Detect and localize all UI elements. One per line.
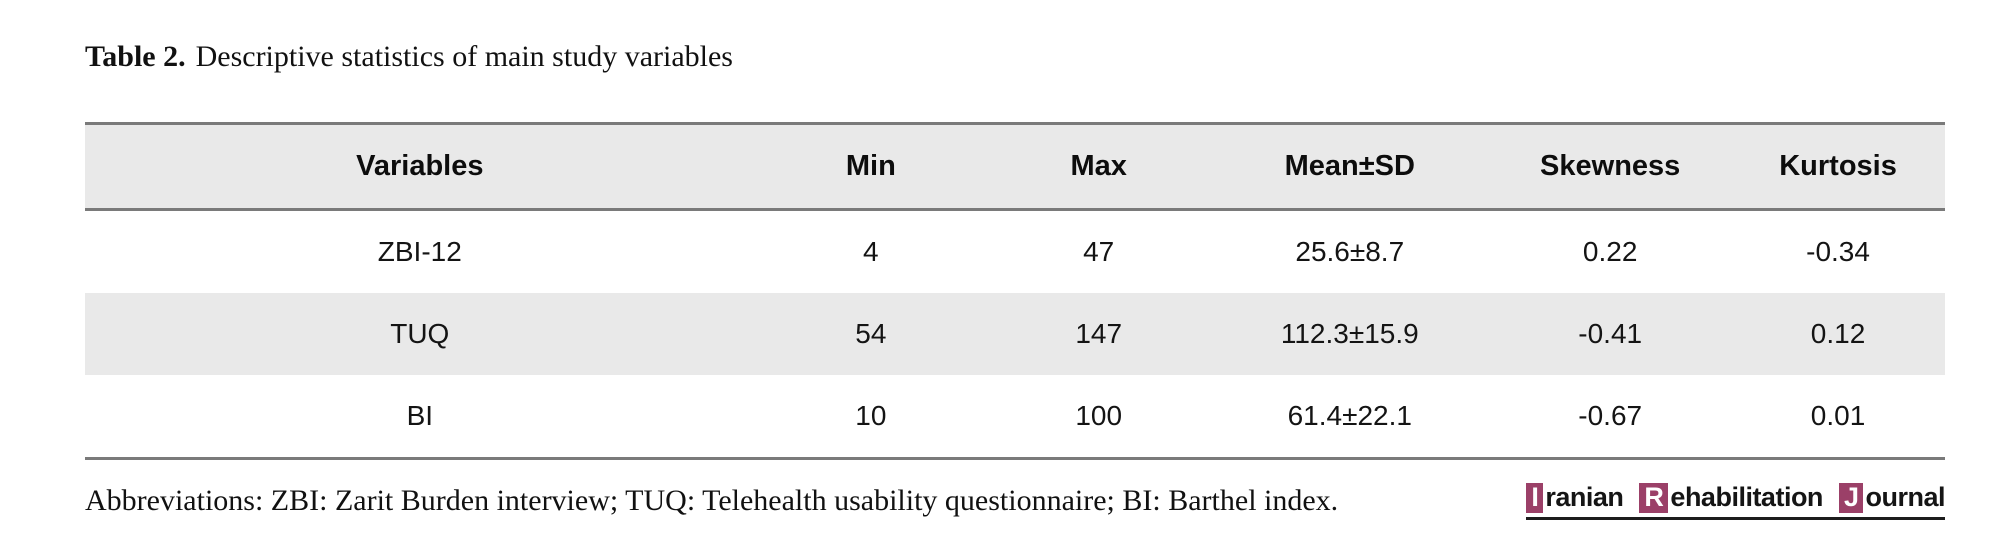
table-caption-text: Descriptive statistics of main study var… xyxy=(195,40,733,73)
table-cell: 4 xyxy=(863,236,879,267)
column-header-min: Min xyxy=(754,122,988,211)
column-header-mean-sd: Mean±SD xyxy=(1210,122,1490,211)
table-cell: -0.67 xyxy=(1489,375,1732,460)
footer: Abbreviations: ZBI: Zarit Burden intervi… xyxy=(85,482,1945,520)
table-cell: 0.01 xyxy=(1731,375,1945,460)
descriptive-statistics-table: Variables Min Max Mean±SD Skewness Kurto… xyxy=(85,122,1945,460)
table-cell: TUQ xyxy=(390,318,450,349)
logo-initial-j: J xyxy=(1838,483,1864,513)
table-cell: 10 xyxy=(754,375,988,460)
table-cell: 100 xyxy=(987,375,1211,460)
table-cell: 54 xyxy=(855,318,887,349)
header-row: Variables Min Max Mean±SD Skewness Kurto… xyxy=(85,122,1945,211)
table-cell: 25.6±8.7 xyxy=(1295,236,1405,267)
table-cell: 147 xyxy=(1075,318,1123,349)
logo-text: ehabilitation xyxy=(1670,482,1823,512)
logo-text: ranian xyxy=(1545,482,1624,512)
table-cell: ZBI-12 xyxy=(377,236,462,267)
column-header-max: Max xyxy=(987,122,1211,211)
abbreviations-note: Abbreviations: ZBI: Zarit Burden intervi… xyxy=(85,484,1339,517)
logo-initial-i: I xyxy=(1526,483,1544,513)
table-cell: 0.12 xyxy=(1810,318,1866,349)
table-row-tuq: TUQ 54 147 112.3±15.9 -0.41 0.12 xyxy=(85,293,1945,375)
column-header-kurtosis: Kurtosis xyxy=(1731,122,1945,211)
table-row-zbi-12: ZBI-12 4 47 25.6±8.7 0.22 -0.34 xyxy=(85,210,1945,294)
column-header-skewness: Skewness xyxy=(1489,122,1732,211)
table-cell: -0.34 xyxy=(1806,236,1870,267)
table-cell: 47 xyxy=(1083,236,1115,267)
table-caption: Table 2. Descriptive statistics of main s… xyxy=(85,38,1945,76)
logo-text: ournal xyxy=(1865,482,1945,512)
table-cell: -0.41 xyxy=(1578,318,1643,349)
table-caption-label: Table 2. xyxy=(85,40,186,73)
table-cell: 61.4±22.1 xyxy=(1210,375,1490,460)
table-cell: 0.22 xyxy=(1582,236,1638,267)
table-cell: BI xyxy=(85,375,755,460)
column-header-variables: Variables xyxy=(85,122,755,211)
table-cell: 112.3±15.9 xyxy=(1280,318,1419,349)
logo-initial-r: R xyxy=(1639,483,1669,513)
table-row-bi: BI 10 100 61.4±22.1 -0.67 0.01 xyxy=(85,375,1945,460)
